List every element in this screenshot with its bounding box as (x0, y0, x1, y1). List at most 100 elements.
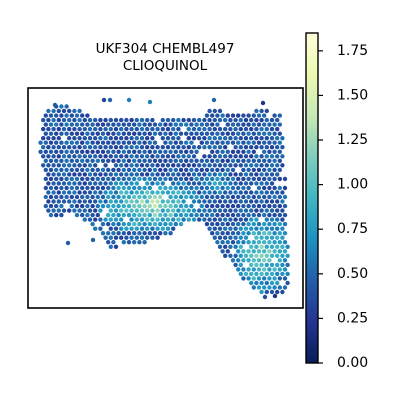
scatter-point (126, 221, 132, 227)
scatter-point (215, 176, 220, 182)
scatter-point (233, 154, 238, 159)
scatter-point (228, 190, 233, 195)
scatter-point (132, 231, 137, 236)
scatter-point (126, 122, 132, 127)
scatter-point (59, 167, 64, 173)
scatter-point (233, 117, 238, 123)
scatter-point (181, 154, 186, 159)
scatter-point (106, 231, 111, 236)
scatter-point (85, 167, 90, 173)
scatter-point (100, 176, 106, 182)
scatter-point (262, 149, 267, 154)
scatter-point (72, 208, 77, 213)
scatter-point (181, 117, 186, 123)
scatter-point (256, 212, 262, 218)
scatter-point (246, 149, 251, 154)
scatter-point (116, 212, 121, 218)
scatter-point (129, 199, 134, 204)
scatter-point (129, 163, 134, 168)
scatter-point (95, 149, 101, 154)
scatter-point (124, 181, 129, 186)
scatter-point (251, 167, 256, 173)
scatter-point (43, 122, 48, 127)
scatter-point (90, 167, 95, 173)
scatter-point (106, 167, 111, 173)
scatter-point (212, 208, 217, 213)
scatter-point (275, 226, 280, 231)
scatter-point (228, 181, 233, 186)
scatter-point (43, 149, 48, 154)
scatter-point (134, 190, 139, 195)
scatter-point (277, 176, 282, 182)
scatter-point (121, 203, 127, 209)
scatter-point (184, 203, 189, 209)
scatter-point (236, 122, 241, 127)
scatter-point (69, 158, 75, 163)
scatter-point (48, 113, 54, 118)
scatter-point (225, 231, 230, 236)
scatter-point (163, 167, 168, 173)
scatter-point (72, 145, 77, 150)
scatter-point (280, 253, 285, 258)
scatter-point (145, 181, 150, 186)
scatter-point (61, 145, 67, 150)
scatter-point (93, 154, 98, 159)
scatter-point (158, 221, 163, 227)
scatter-point (54, 167, 59, 173)
scatter-point (64, 131, 69, 136)
scatter-point (264, 217, 269, 222)
scatter-point (220, 185, 225, 191)
scatter-point (124, 235, 129, 240)
scatter-point (48, 212, 54, 218)
scatter-point (46, 163, 51, 168)
scatter-point (77, 172, 82, 177)
scatter-point (238, 199, 243, 204)
scatter-point (54, 194, 59, 200)
scatter-point (126, 212, 132, 218)
scatter-point (165, 172, 171, 177)
scatter-point (259, 108, 264, 114)
scatter-point (126, 203, 132, 209)
scatter-point (217, 108, 223, 114)
scatter-point (191, 181, 197, 186)
scatter-point (93, 117, 98, 123)
scatter-point (254, 117, 259, 123)
scatter-point (191, 199, 197, 204)
scatter-point (230, 212, 236, 218)
scatter-point (121, 131, 127, 136)
scatter-point (108, 126, 114, 132)
scatter-point (269, 244, 275, 249)
scatter-point (82, 217, 88, 222)
scatter-point (262, 267, 267, 272)
scatter-point (215, 203, 220, 209)
scatter-point (176, 145, 181, 150)
scatter-point (132, 240, 137, 245)
scatter-point (113, 136, 119, 141)
scatter-point (280, 244, 285, 249)
scatter-point (124, 136, 129, 141)
scatter-point (225, 158, 230, 163)
scatter-point (56, 208, 61, 213)
colorbar-ticks: 0.00 0.25 0.50 0.75 1.00 1.25 1.50 1.75 (318, 43, 368, 371)
scatter-point (215, 212, 220, 218)
scatter-point (54, 122, 59, 127)
scatter-point (254, 208, 259, 213)
scatter-point (54, 158, 59, 163)
scatter-point (158, 176, 163, 182)
scatter-point (225, 194, 230, 200)
scatter-point (108, 145, 114, 150)
scatter-point (59, 104, 64, 109)
scatter-point (225, 140, 230, 145)
scatter-point (87, 136, 93, 141)
scatter-point (116, 203, 121, 209)
scatter-point (210, 203, 215, 209)
scatter-point (173, 203, 178, 209)
scatter-point (280, 208, 285, 213)
scatter-point (236, 258, 241, 263)
scatter-point (241, 158, 246, 163)
scatter-point (87, 172, 93, 177)
scatter-point (98, 226, 103, 231)
scatter-point (259, 262, 264, 268)
scatter-point (43, 185, 48, 191)
scatter-point (80, 158, 85, 163)
